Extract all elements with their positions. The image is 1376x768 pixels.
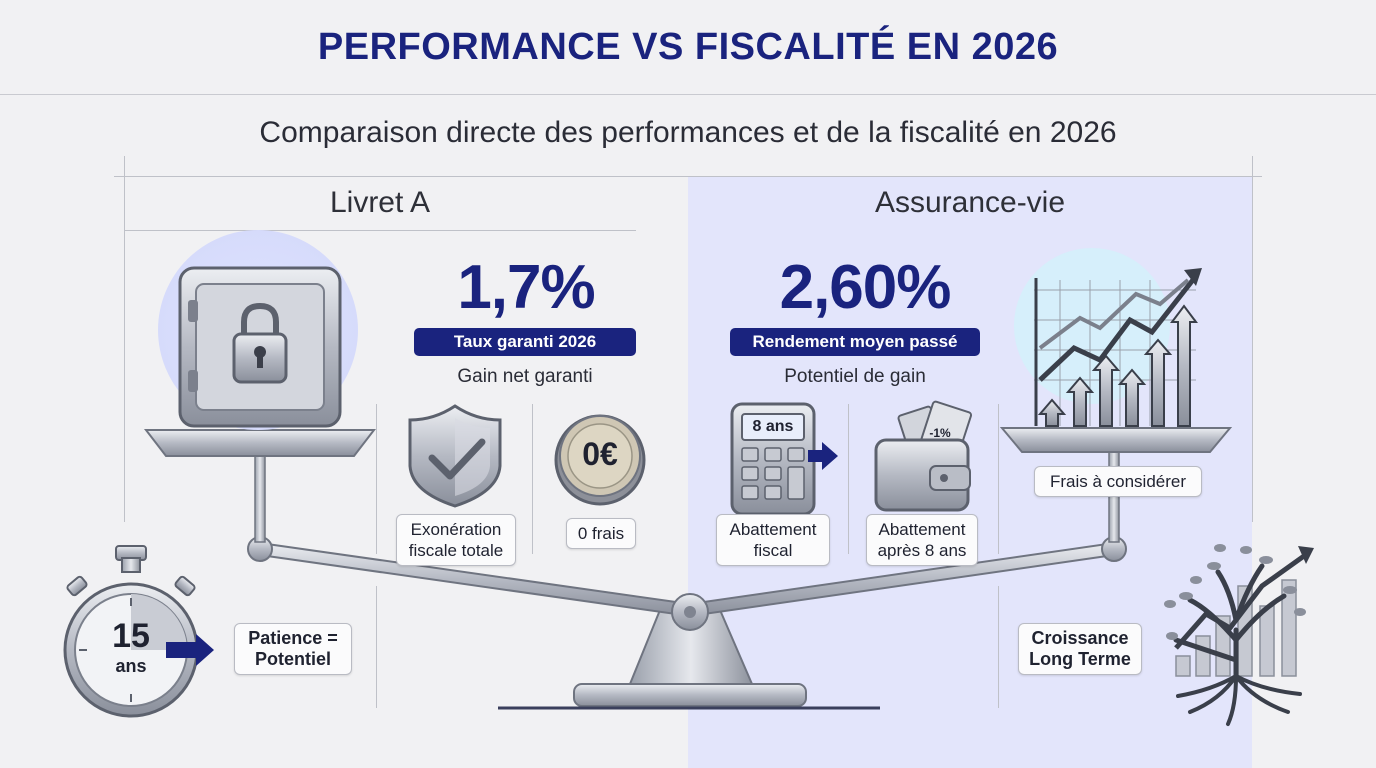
zero-fees-label: 0 frais bbox=[566, 518, 636, 549]
wallet-icon bbox=[874, 400, 973, 512]
left-divider-1 bbox=[376, 404, 377, 554]
right-divider-1 bbox=[848, 404, 849, 554]
page-title: PERFORMANCE VS FISCALITÉ EN 2026 bbox=[317, 26, 1059, 68]
header-divider bbox=[0, 94, 1376, 95]
page-subtitle: Comparaison directe des performances et … bbox=[259, 116, 1117, 149]
zero-euro-coin-icon bbox=[554, 414, 646, 506]
tree-growth-icon bbox=[1164, 544, 1314, 726]
growth-chart-icon bbox=[1034, 268, 1202, 427]
assurance-vie-badge: Rendement moyen passé bbox=[730, 328, 980, 356]
assurance-vie-title: Assurance-vie bbox=[874, 186, 1066, 219]
livret-a-caption: Gain net garanti bbox=[457, 366, 593, 387]
safe-lock-icon bbox=[178, 266, 342, 428]
exoneration-label: Exonération fiscale totale bbox=[396, 514, 516, 566]
stopwatch-icon bbox=[63, 545, 214, 718]
frame-top-line bbox=[114, 176, 1262, 177]
abattement-fiscal-label: Abattement fiscal bbox=[716, 514, 830, 566]
right-bottom-divider bbox=[998, 586, 999, 708]
left-bottom-divider bbox=[376, 586, 377, 708]
calculator-screen-text: 8 ans bbox=[752, 418, 794, 435]
left-title-underline bbox=[124, 230, 636, 231]
patience-label: Patience = Potentiel bbox=[234, 623, 352, 675]
right-divider-2 bbox=[998, 404, 999, 554]
livret-a-title: Livret A bbox=[329, 186, 431, 219]
frame-left-line bbox=[124, 156, 125, 522]
calculator-icon bbox=[730, 402, 838, 516]
wallet-note-text: -1% bbox=[929, 426, 951, 440]
livret-a-badge: Taux garanti 2026 bbox=[414, 328, 636, 356]
assurance-vie-rate: 2,60% bbox=[779, 253, 952, 322]
fees-label: Frais à considérer bbox=[1034, 466, 1202, 497]
coin-text: 0€ bbox=[582, 436, 618, 472]
balance-scale-icon bbox=[143, 427, 1233, 710]
frame-right-line bbox=[1252, 156, 1253, 522]
timer-value: 15 bbox=[112, 617, 150, 655]
abattement-8-ans-label: Abattement après 8 ans bbox=[866, 514, 978, 566]
growth-label: Croissance Long Terme bbox=[1018, 623, 1142, 675]
left-divider-2 bbox=[532, 404, 533, 554]
shield-check-icon bbox=[408, 404, 502, 508]
timer-unit: ans bbox=[115, 656, 147, 676]
assurance-vie-caption: Potentiel de gain bbox=[784, 366, 926, 387]
livret-a-rate: 1,7% bbox=[457, 253, 595, 322]
